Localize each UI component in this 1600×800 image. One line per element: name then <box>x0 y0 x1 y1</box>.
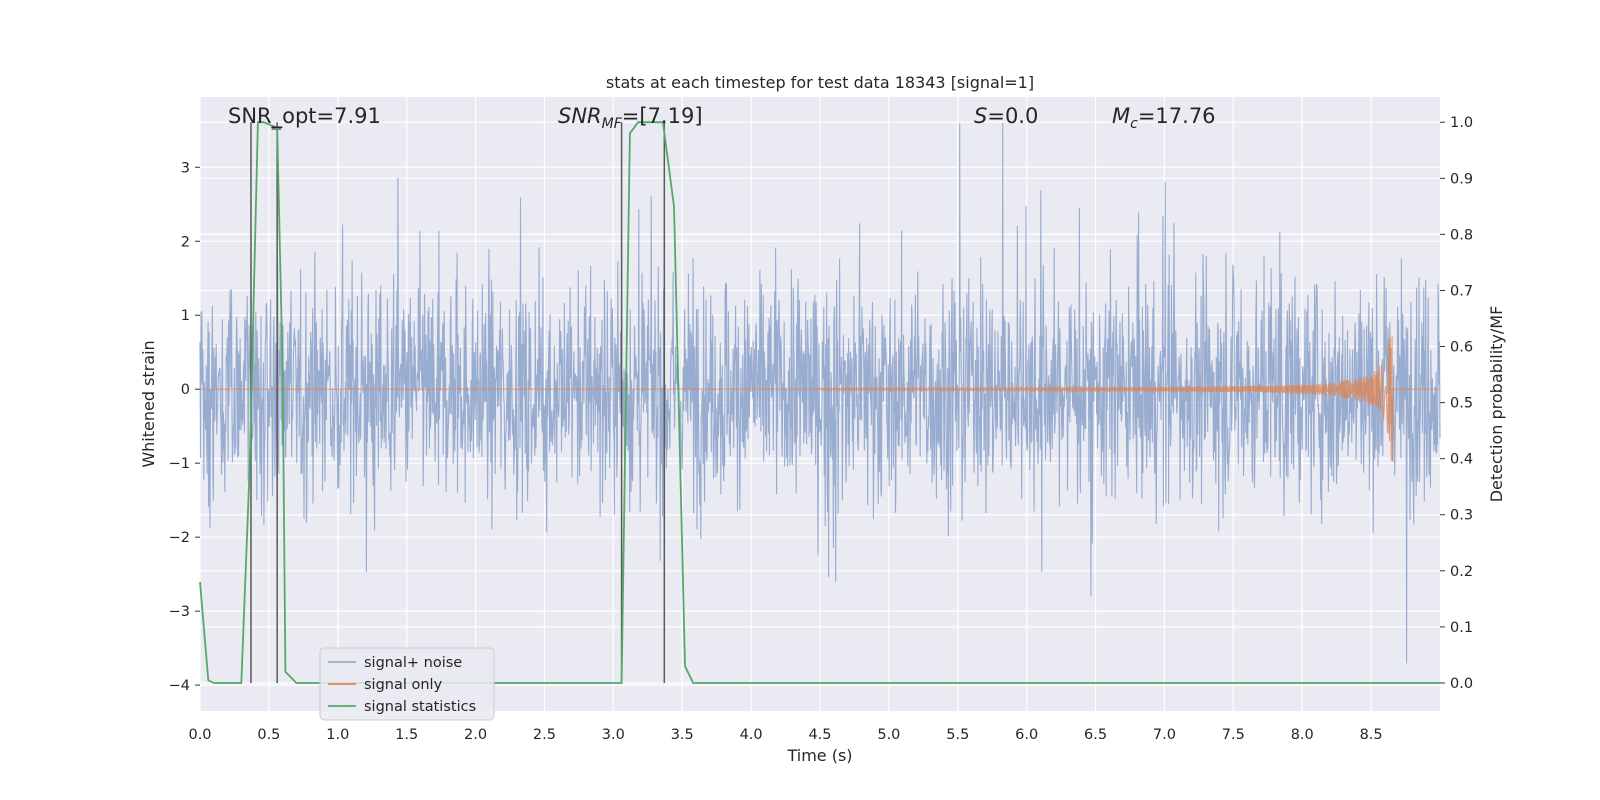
y-right-tick-label: 0.2 <box>1450 564 1473 580</box>
x-tick-label: 7.5 <box>1222 727 1245 743</box>
y-right-tick-label: 0.9 <box>1450 171 1473 187</box>
signal-only-line <box>200 336 1440 462</box>
x-tick-label: 3.5 <box>671 727 694 743</box>
y-right-tick-label: 0.7 <box>1450 283 1473 299</box>
annotation-mc: Mc=17.76 <box>1112 104 1216 132</box>
y-right-tick-label: 0.4 <box>1450 452 1473 468</box>
x-tick-label: 8.0 <box>1291 727 1314 743</box>
series-signal-statistics <box>199 121 1440 684</box>
annotation-s: S=0.0 <box>974 104 1038 128</box>
y-left-tick-label: −4 <box>169 678 190 694</box>
y-left-tick-label: 2 <box>181 234 190 250</box>
x-tick-label: 1.5 <box>395 727 418 743</box>
x-tick-label: 5.5 <box>946 727 969 743</box>
y-left-tick-label: 1 <box>181 308 190 324</box>
annotation-snr-opt: SNR_opt=7.91 <box>228 104 381 129</box>
y-left-tick-label: 0 <box>181 382 190 398</box>
x-tick-label: 4.0 <box>740 727 763 743</box>
annotation-mc-value: =17.76 <box>1138 104 1216 128</box>
x-tick-label: 7.0 <box>1153 727 1176 743</box>
x-tick-label: 0.0 <box>188 727 211 743</box>
annotation-snr-mf-sub: MF <box>602 116 623 132</box>
legend: signal+ noise signal only signal statist… <box>319 647 495 721</box>
x-tick-label: 6.0 <box>1015 727 1038 743</box>
x-tick-label: 3.0 <box>602 727 625 743</box>
y-right-tick-label: 0.0 <box>1450 676 1473 692</box>
y-right-tick-label: 0.3 <box>1450 508 1473 524</box>
legend-box <box>319 647 495 721</box>
annotation-snr-mf: SNRMF=[7.19] <box>558 104 703 132</box>
signal-noise-line <box>199 122 1441 664</box>
x-tick-label: 2.0 <box>464 727 487 743</box>
annotation-snr-mf-value: =[7.19] <box>622 104 703 128</box>
x-tick-label: 8.5 <box>1360 727 1383 743</box>
y-right-tick-label: 0.1 <box>1450 620 1473 636</box>
y-axis-right-ticks: 0.0 0.1 0.2 0.3 0.4 0.5 0.6 0.7 0.8 0.9 1.0 <box>1440 115 1473 692</box>
series-signal-only <box>200 336 1440 462</box>
y-right-tick-label: 0.6 <box>1450 340 1473 356</box>
x-tick-label: 5.0 <box>877 727 900 743</box>
annotation-mc-sub: c <box>1130 116 1138 132</box>
x-axis-ticks: 0.0 0.5 1.0 1.5 2.0 2.5 3.0 3.5 4.0 4.5 5.0 5.5 6.0 6… <box>188 727 1382 743</box>
y-right-tick-label: 0.5 <box>1450 396 1473 412</box>
y-left-tick-label: −3 <box>169 604 190 620</box>
x-tick-label: 4.5 <box>808 727 831 743</box>
series-signal-noise <box>199 122 1441 664</box>
y-left-tick-label: −1 <box>169 456 190 472</box>
y-left-tick-label: 3 <box>181 160 190 176</box>
x-tick-label: 0.5 <box>257 727 280 743</box>
legend-label-signal-only: signal only <box>364 677 443 693</box>
y-right-tick-label: 0.8 <box>1450 227 1473 243</box>
x-axis-label: Time (s) <box>786 746 852 765</box>
x-tick-label: 6.5 <box>1084 727 1107 743</box>
legend-label-signal-noise: signal+ noise <box>364 655 462 671</box>
annotation-mc-base: M <box>1112 104 1130 128</box>
y-left-tick-label: −2 <box>169 530 190 546</box>
annotation-snr-mf-base: SNR <box>558 104 602 128</box>
annotation-s-value: =0.0 <box>987 104 1038 128</box>
y-axis-left-ticks: −4 −3 −2 −1 0 1 2 3 <box>169 160 200 694</box>
y-axis-right-label: Detection probability/MF <box>1487 306 1506 503</box>
y-right-tick-label: 1.0 <box>1450 115 1473 131</box>
x-tick-label: 2.5 <box>533 727 556 743</box>
chart-title: stats at each timestep for test data 183… <box>606 73 1034 92</box>
annotation-s-base: S <box>974 104 987 128</box>
y-axis-left-label: Whitened strain <box>139 340 158 467</box>
x-tick-label: 1.0 <box>326 727 349 743</box>
legend-label-signal-statistics: signal statistics <box>364 699 476 715</box>
signal-statistics-line <box>199 121 1440 684</box>
